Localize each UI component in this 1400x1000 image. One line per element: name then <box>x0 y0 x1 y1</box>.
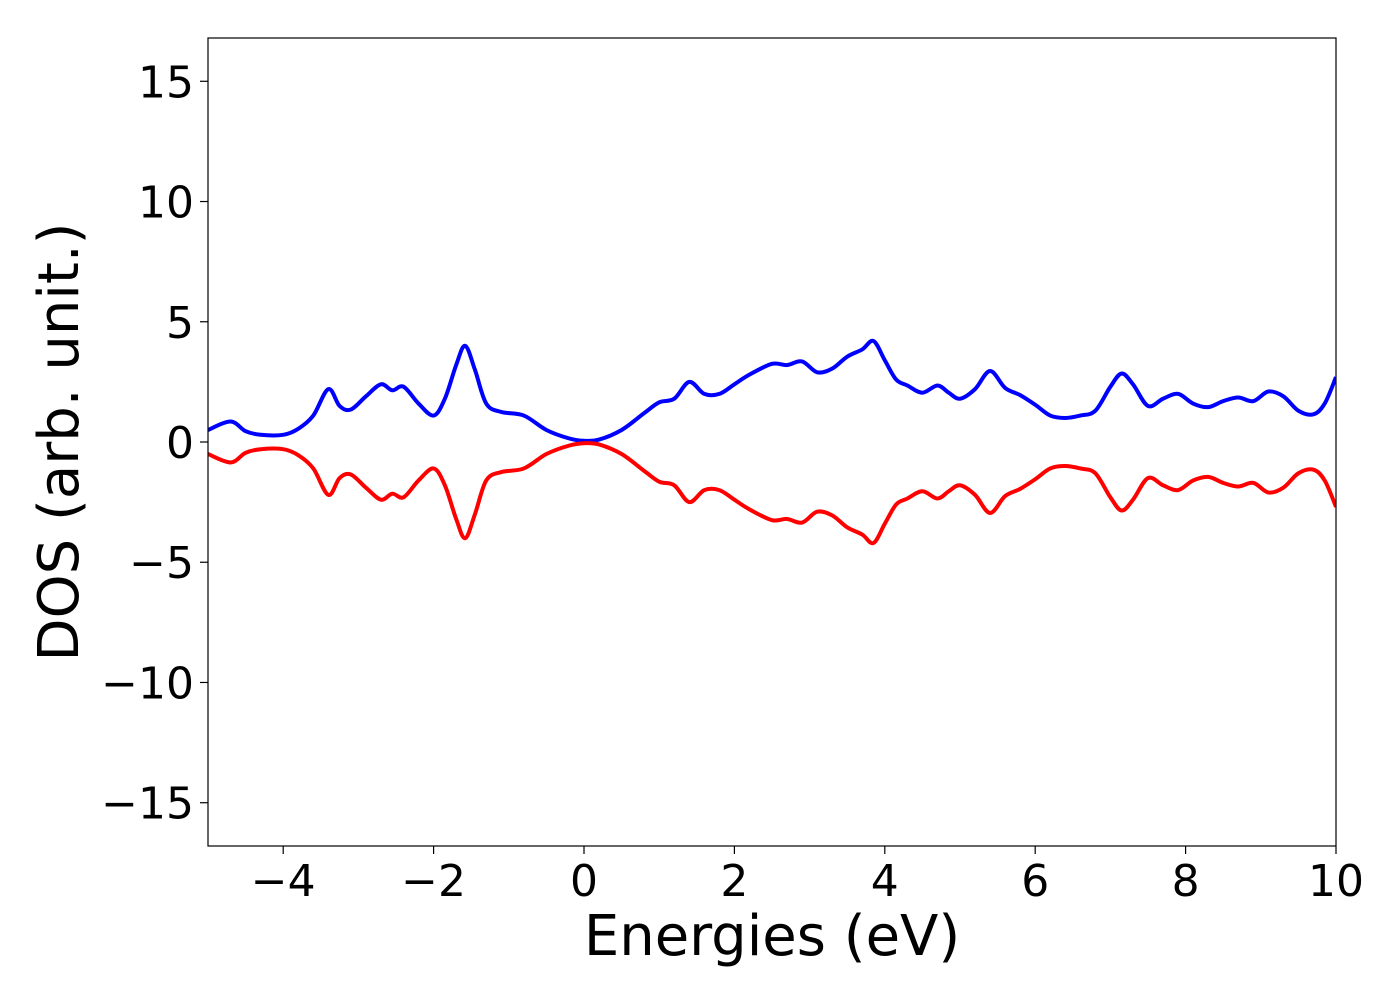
y-tick-label: 10 <box>138 178 194 229</box>
x-axis-ticks: −4 −2 0 2 4 6 8 10 <box>251 846 1364 907</box>
y-axis-label: DOS (arb. unit.) <box>27 222 92 661</box>
x-tick-label: 4 <box>871 856 899 907</box>
x-tick-label: 8 <box>1172 856 1200 907</box>
x-axis-label: Energies (eV) <box>584 904 960 969</box>
x-tick-label: 2 <box>720 856 748 907</box>
y-axis-ticks: 15 10 5 0 −5 −10 −15 <box>101 57 208 830</box>
x-tick-label: 6 <box>1021 856 1049 907</box>
x-tick-label: 0 <box>570 856 598 907</box>
y-tick-label: −5 <box>129 538 194 589</box>
y-tick-label: −15 <box>101 779 194 830</box>
x-tick-label: −4 <box>251 856 316 907</box>
x-tick-label: 10 <box>1308 856 1364 907</box>
x-tick-label: −2 <box>401 856 466 907</box>
y-tick-label: 5 <box>166 298 194 349</box>
y-tick-label: −10 <box>101 658 194 709</box>
plot-area <box>207 37 1337 847</box>
spin-up-dos-line <box>208 338 1336 443</box>
y-tick-label: 0 <box>166 418 194 469</box>
spin-down-dos-line <box>208 441 1336 546</box>
y-tick-label: 15 <box>138 57 194 108</box>
plot-frame <box>207 37 1337 847</box>
